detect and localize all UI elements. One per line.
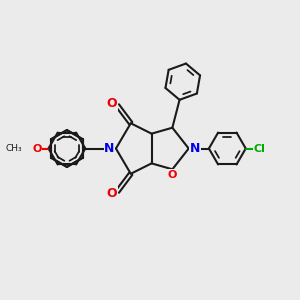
Text: N: N xyxy=(190,142,200,155)
Text: O: O xyxy=(107,98,117,110)
Text: O: O xyxy=(168,170,177,180)
Text: O: O xyxy=(107,187,117,200)
Text: Cl: Cl xyxy=(253,143,265,154)
Text: CH₃: CH₃ xyxy=(5,144,22,153)
Text: O: O xyxy=(32,143,42,154)
Text: N: N xyxy=(104,142,115,155)
